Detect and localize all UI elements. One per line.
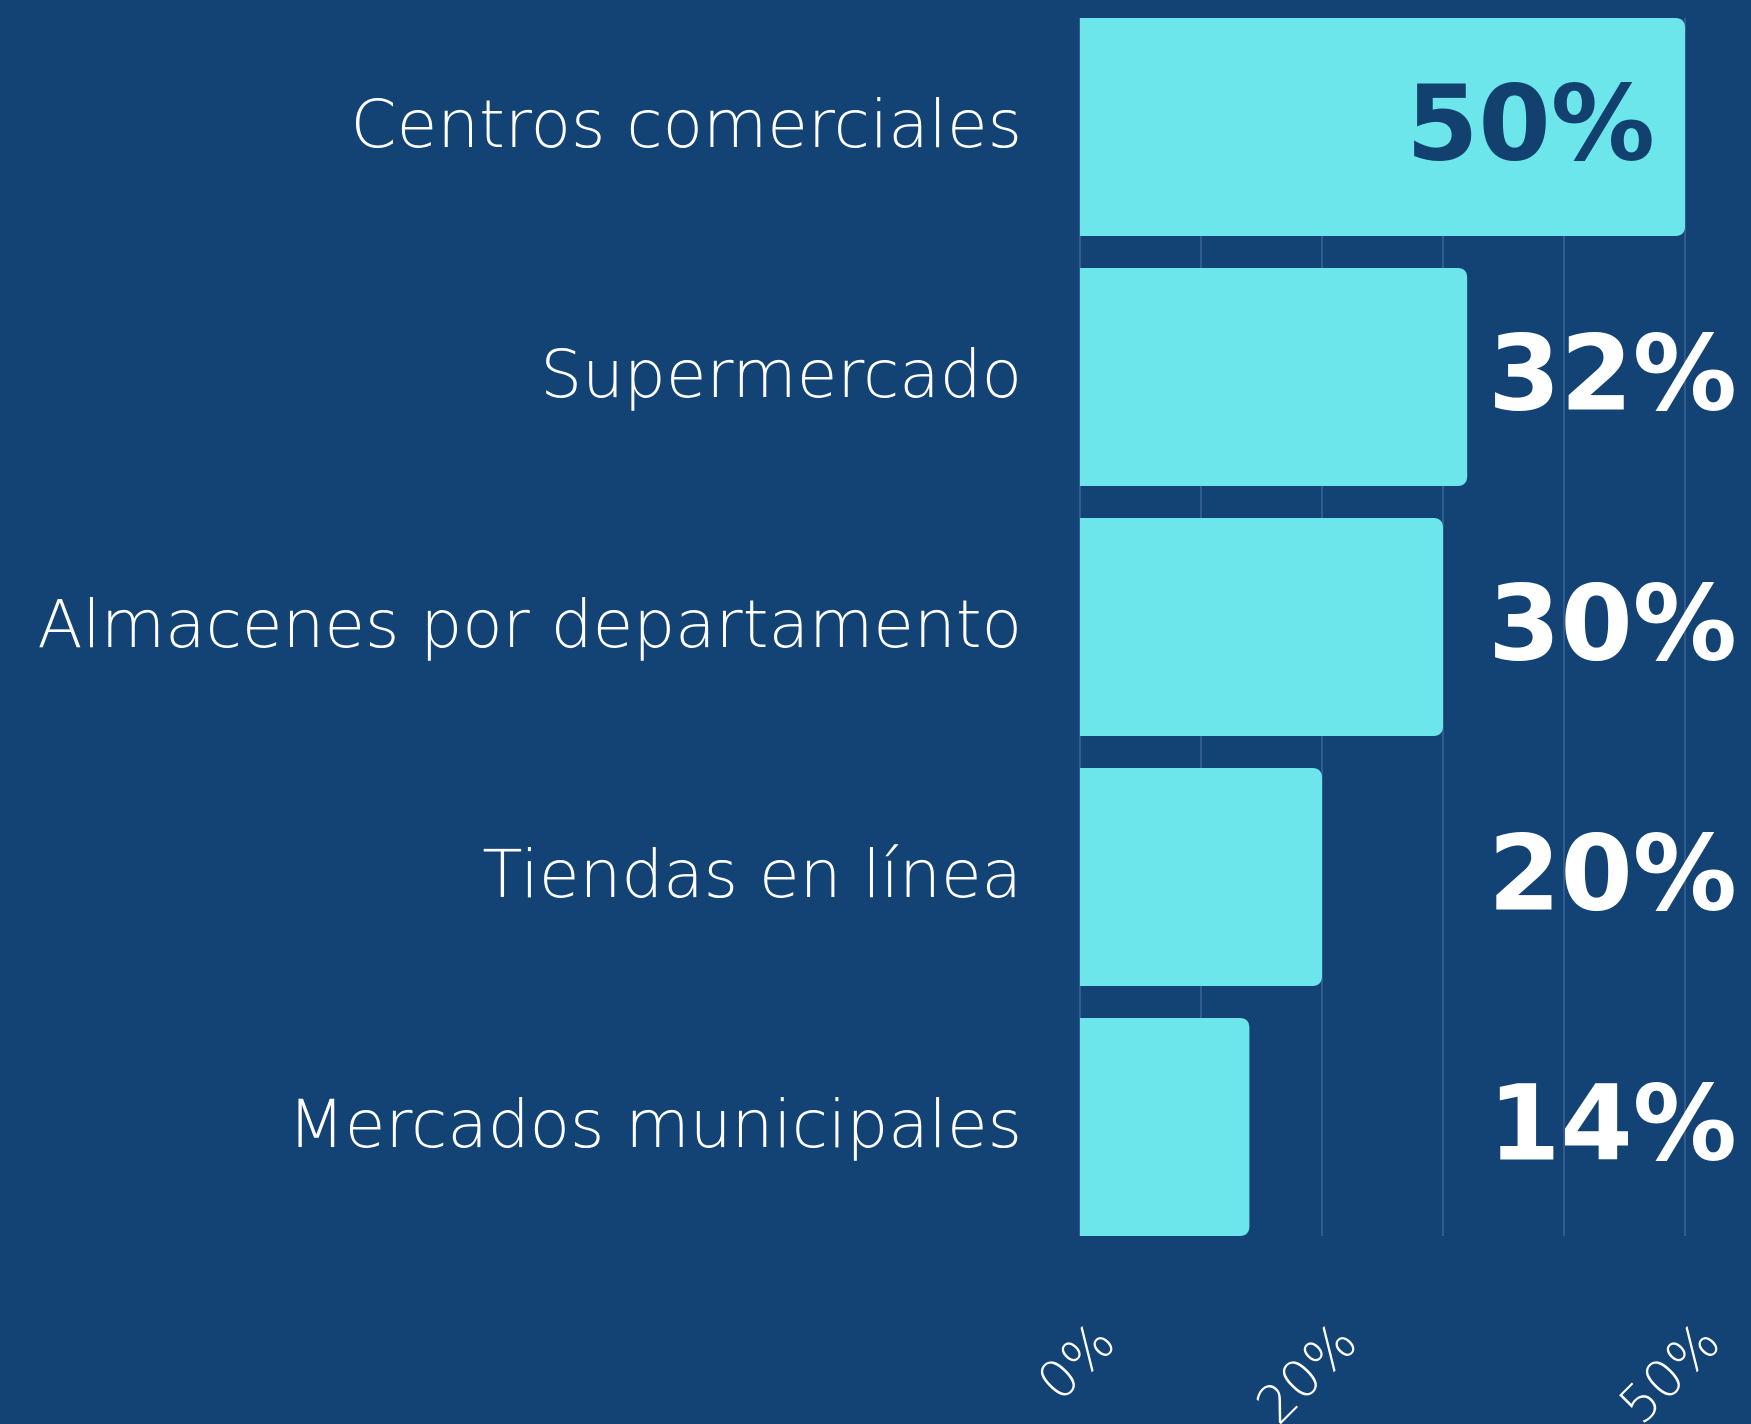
category-label: Mercados municipales bbox=[288, 1086, 1022, 1163]
category-label: Centros comerciales bbox=[351, 86, 1022, 163]
value-label: 30% bbox=[1488, 562, 1737, 684]
category-label: Almacenes por departamento bbox=[37, 586, 1022, 663]
bar bbox=[1080, 518, 1443, 736]
value-label: 20% bbox=[1488, 812, 1737, 934]
bar bbox=[1080, 18, 1685, 236]
value-label: 32% bbox=[1488, 312, 1737, 434]
category-label: Tiendas en línea bbox=[482, 836, 1022, 913]
category-label: Supermercado bbox=[540, 336, 1022, 413]
bar bbox=[1080, 268, 1468, 486]
value-label: 14% bbox=[1488, 1062, 1737, 1184]
bar bbox=[1080, 1018, 1250, 1236]
value-label: 50% bbox=[1406, 62, 1655, 184]
bar bbox=[1080, 768, 1322, 986]
